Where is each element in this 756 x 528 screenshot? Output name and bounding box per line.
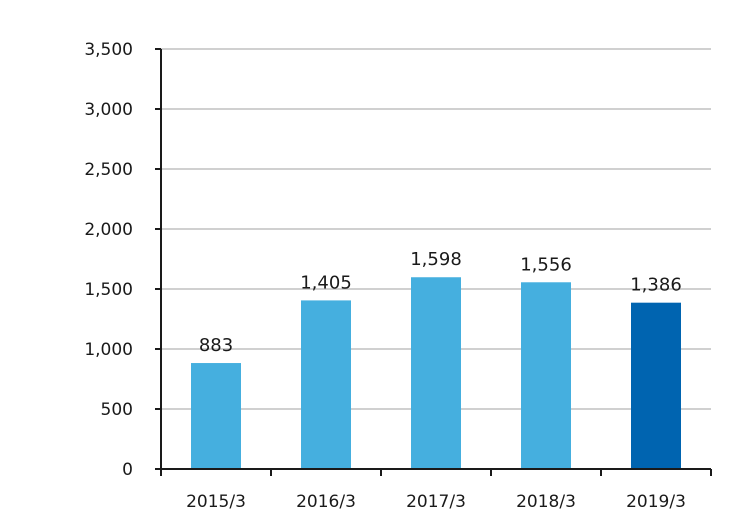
y-tick-label: 2,500 (84, 160, 133, 180)
bar-2016-3 (301, 300, 351, 469)
bar-value-label: 1,405 (300, 272, 352, 293)
y-tick-label: 500 (101, 400, 133, 420)
data-labels: 883 1,405 1,598 1,556 1,386 (199, 249, 682, 356)
y-tick-label: 1,000 (84, 340, 133, 360)
x-tick-label: 2017/3 (406, 492, 466, 512)
bar-2019-3 (631, 302, 681, 469)
y-tick-label: 3,500 (84, 40, 133, 60)
x-tick-label: 2018/3 (516, 492, 576, 512)
x-tick-label: 2019/3 (626, 492, 686, 512)
y-tick-label: 2,000 (84, 220, 133, 240)
bar-value-label: 1,598 (410, 249, 462, 270)
x-axis-tick-labels: 2015/3 2016/3 2017/3 2018/3 2019/3 (186, 492, 686, 512)
bar-2015-3 (191, 363, 241, 469)
x-tick-label: 2015/3 (186, 492, 246, 512)
bar-2018-3 (521, 282, 571, 469)
bar-value-label: 883 (199, 335, 233, 356)
bar-value-label: 1,556 (520, 254, 572, 275)
x-tick-label: 2016/3 (296, 492, 356, 512)
axes (155, 48, 712, 476)
bar-2017-3 (411, 277, 461, 469)
y-tick-label: 1,500 (84, 280, 133, 300)
y-tick-label: 3,000 (84, 100, 133, 120)
y-tick-label: 0 (122, 460, 133, 480)
bar-value-label: 1,386 (630, 275, 682, 296)
y-axis-tick-labels: 0 500 1,000 1,500 2,000 2,500 3,000 3,500 (84, 40, 133, 480)
bars (191, 277, 681, 469)
